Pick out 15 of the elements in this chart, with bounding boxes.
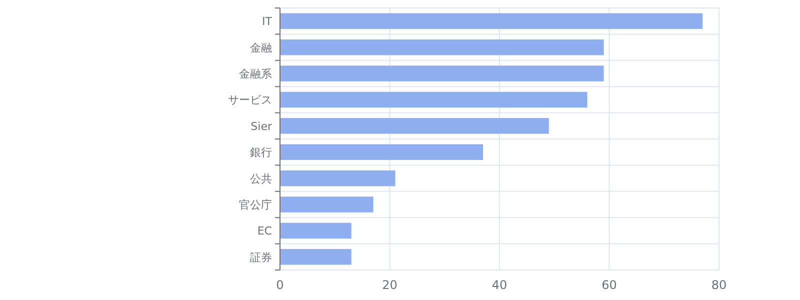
x-tick-label: 60 — [602, 278, 617, 292]
y-tick-label: 金融系 — [239, 68, 272, 80]
y-tick-label: 金融 — [250, 41, 272, 54]
y-tick-label: 銀行 — [250, 146, 272, 160]
y-tick-label: IT — [262, 15, 272, 28]
x-tick-label: 20 — [382, 278, 398, 292]
x-tick-label: 80 — [711, 278, 727, 292]
y-tick-label: 証券 — [250, 250, 272, 264]
x-tick-label: 0 — [276, 278, 284, 292]
y-tick-label: 官公庁 — [239, 198, 272, 212]
y-tick-label: Sier — [250, 120, 272, 133]
x-tick-label: 40 — [492, 278, 508, 292]
y-tick-label: 公共 — [250, 172, 272, 186]
y-tick-label: サービス — [228, 94, 272, 107]
y-tick-label: EC — [257, 224, 272, 238]
